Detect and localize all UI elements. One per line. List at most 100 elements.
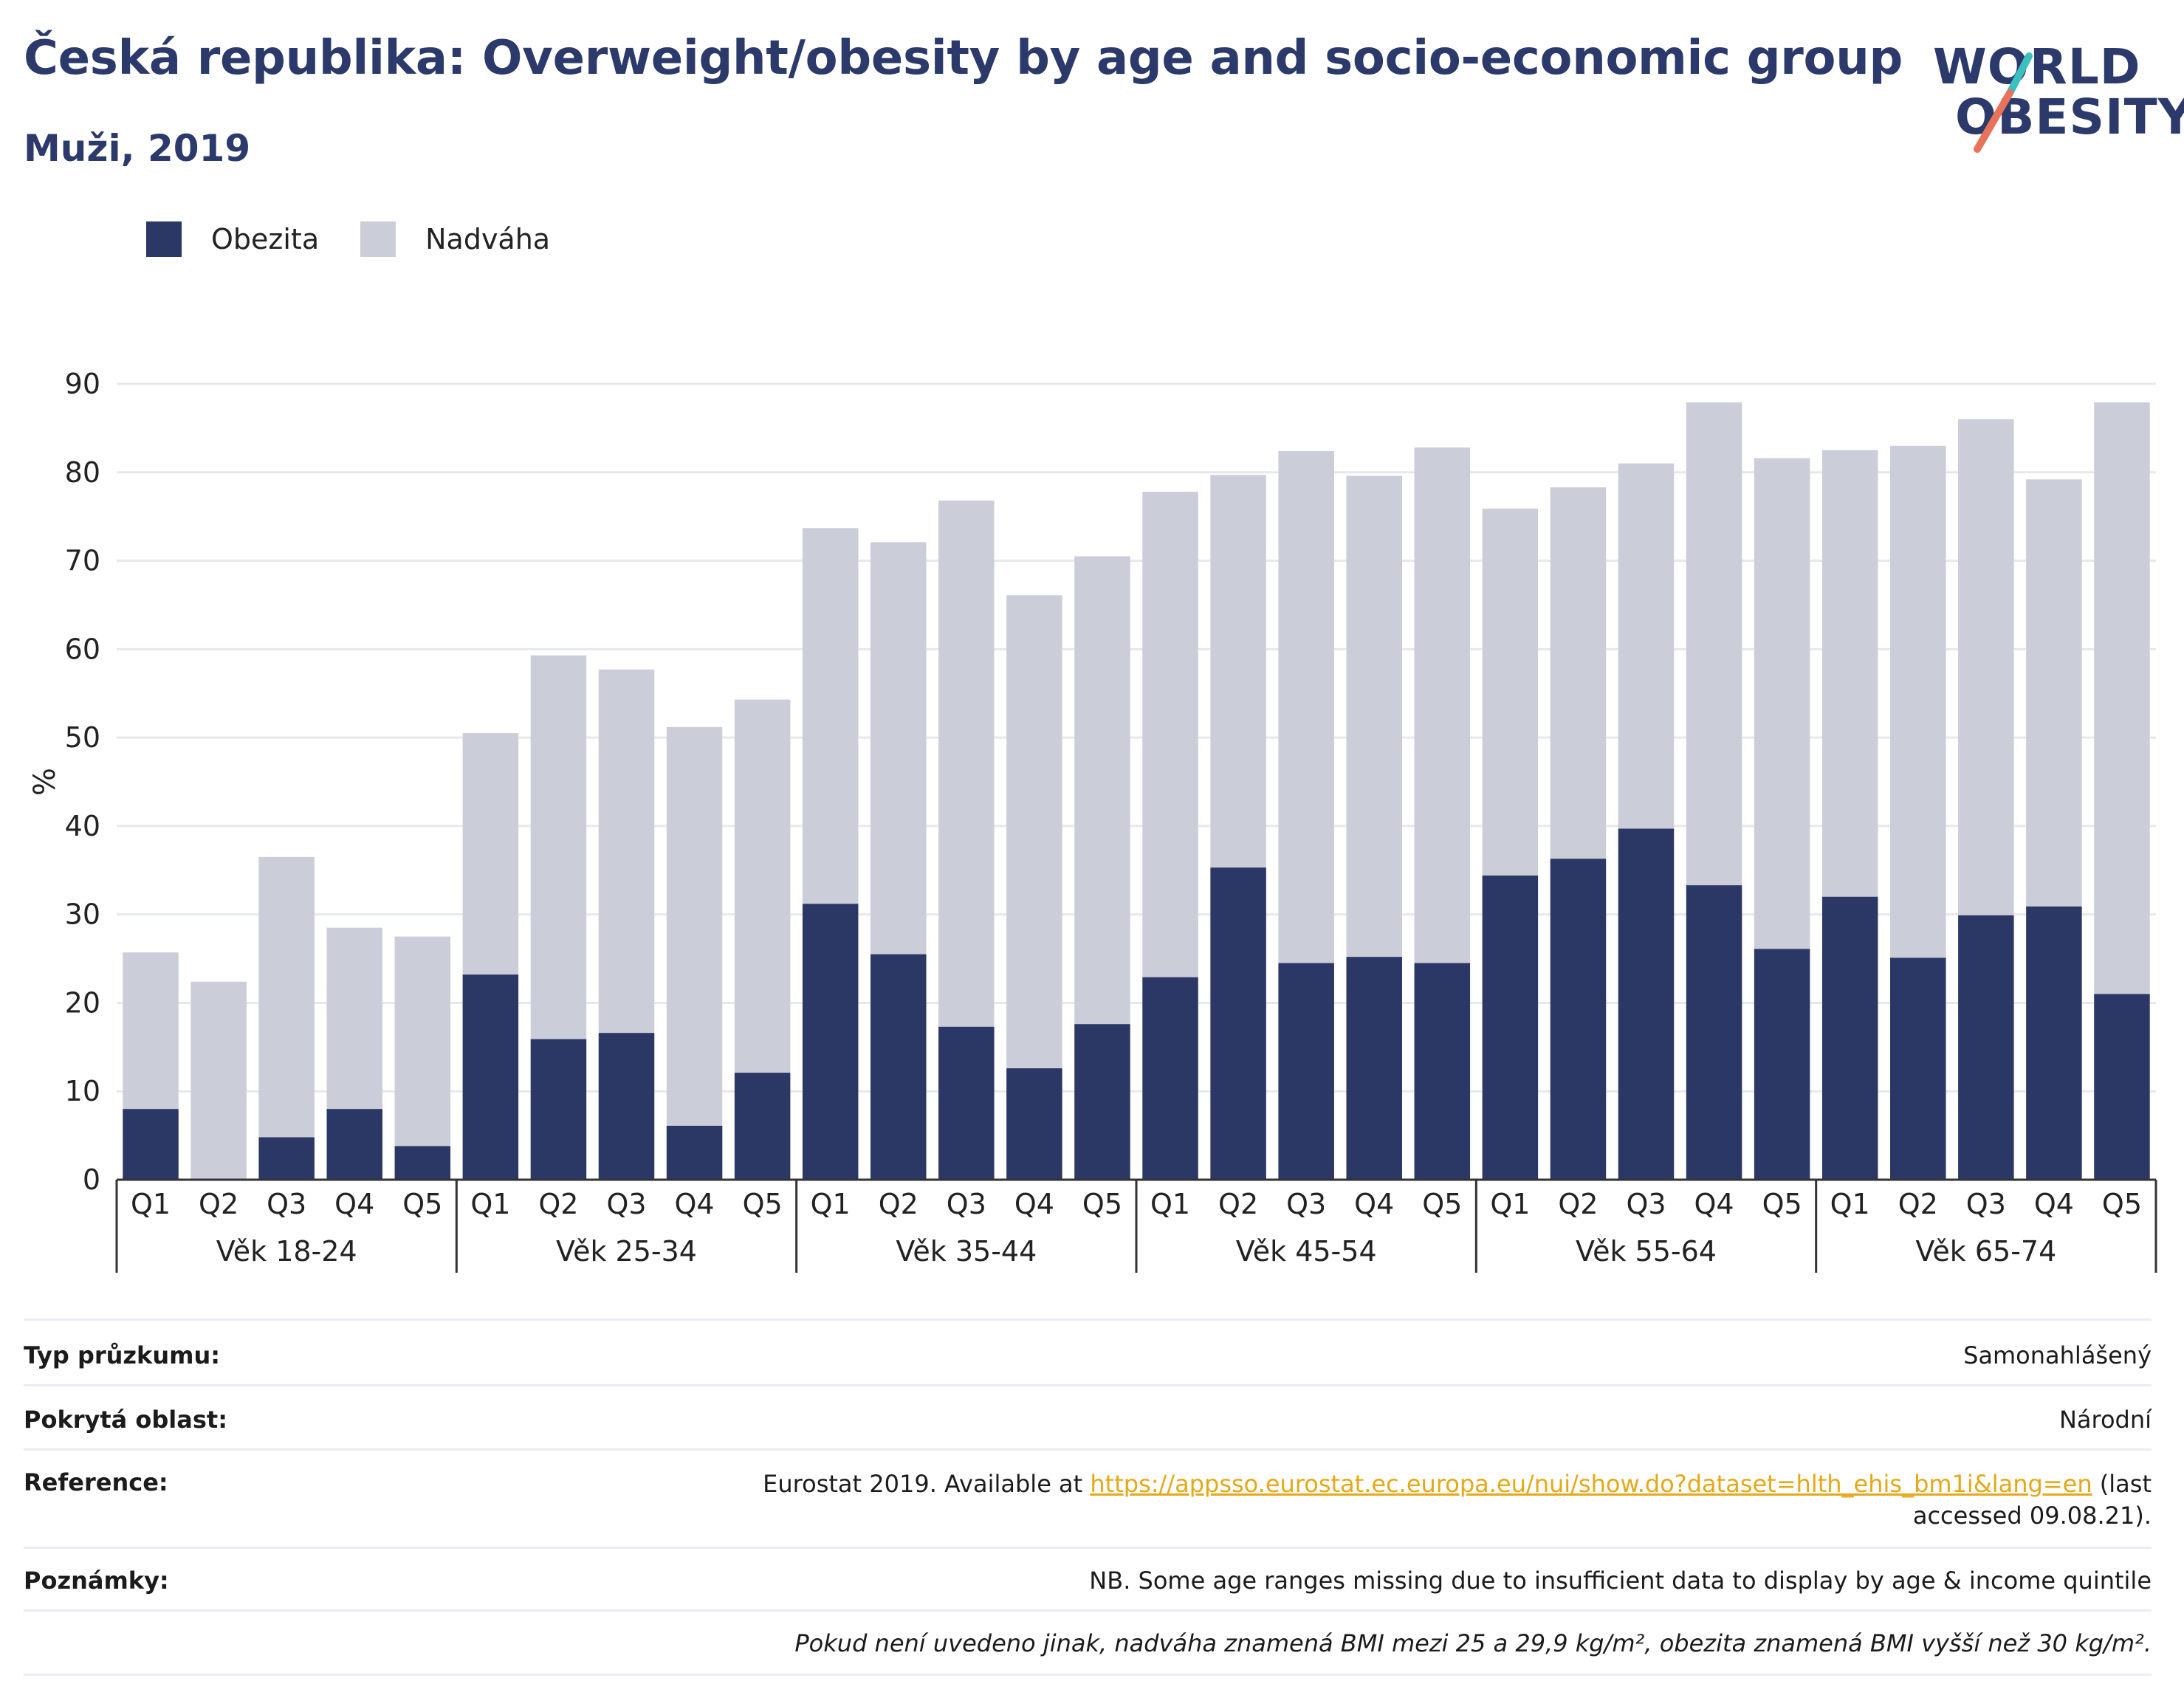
y-tick-label: 0 xyxy=(83,1163,100,1196)
bar-obesity xyxy=(326,1109,382,1180)
bar-overweight xyxy=(1006,595,1062,1069)
bar-obesity xyxy=(1414,963,1471,1180)
y-tick-label: 90 xyxy=(65,368,100,400)
info-val-coverage: Národní xyxy=(2058,1406,2152,1434)
x-tick-label-quintile: Q5 xyxy=(402,1188,442,1220)
legend-label-overweight: Nadváha xyxy=(425,223,551,255)
reference-link[interactable]: https://appsso.eurostat.ec.europa.eu/nui… xyxy=(1090,1470,2092,1498)
x-group-label: Věk 45-54 xyxy=(1236,1235,1377,1268)
y-tick-label: 60 xyxy=(65,633,100,665)
info-row-reference: Reference: Eurostat 2019. Available at h… xyxy=(24,1448,2152,1547)
x-tick-label-quintile: Q2 xyxy=(1558,1188,1598,1220)
bar-overweight xyxy=(1074,556,1130,1025)
bar-overweight xyxy=(326,927,382,1110)
bar-overweight xyxy=(2026,479,2082,907)
x-tick-label-quintile: Q5 xyxy=(743,1188,783,1220)
x-tick-label-quintile: Q5 xyxy=(2102,1188,2142,1220)
bar-obesity xyxy=(1754,949,1810,1180)
bar-overweight xyxy=(938,501,995,1027)
x-tick-label-quintile: Q2 xyxy=(1898,1188,1938,1220)
x-tick-label-quintile: Q5 xyxy=(1082,1188,1122,1220)
y-tick-label: 10 xyxy=(65,1075,100,1107)
bar-obesity xyxy=(1958,915,2014,1180)
info-val-reference: Eurostat 2019. Available at https://apps… xyxy=(763,1470,2152,1530)
info-val-notes: NB. Some age ranges missing due to insuf… xyxy=(1089,1567,2152,1595)
bar-overweight xyxy=(258,856,315,1138)
bar-overweight xyxy=(1958,419,2014,915)
info-key-survey-type: Typ průzkumu: xyxy=(24,1341,221,1369)
bar-overweight xyxy=(1482,508,1539,876)
bar-obesity xyxy=(1346,957,1402,1180)
x-tick-label-quintile: Q1 xyxy=(131,1188,171,1220)
info-key-notes: Poznámky: xyxy=(24,1567,169,1595)
chart-legend: Obezita Nadváha xyxy=(146,221,591,257)
y-tick-label: 30 xyxy=(65,898,100,931)
logo-slash-icon xyxy=(1974,52,2033,153)
info-val-survey-type: Samonahlášený xyxy=(1963,1341,2152,1369)
bar-overweight xyxy=(1414,447,1471,963)
legend-item-obesity[interactable]: Obezita xyxy=(146,221,319,257)
bar-obesity xyxy=(1618,828,1675,1180)
info-footnote: Pokud není uvedeno jinak, nadváha znamen… xyxy=(794,1629,2152,1658)
x-tick-label-quintile: Q1 xyxy=(811,1188,851,1220)
bar-overweight xyxy=(1142,492,1198,977)
bar-overweight xyxy=(1278,451,1334,963)
bar-obesity xyxy=(394,1146,451,1180)
x-tick-label-quintile: Q4 xyxy=(1354,1188,1394,1220)
bar-overweight xyxy=(802,528,859,904)
legend-swatch-overweight xyxy=(360,221,396,257)
bar-obesity xyxy=(1210,867,1266,1180)
bar-obesity xyxy=(1142,977,1198,1180)
bar-obesity xyxy=(1006,1068,1062,1180)
bar-overweight xyxy=(870,542,927,955)
bar-obesity xyxy=(1686,885,1742,1180)
bar-overweight xyxy=(190,981,247,1180)
bar-overweight xyxy=(1754,458,1810,949)
x-tick-label-quintile: Q4 xyxy=(1014,1188,1054,1220)
chart-subtitle: Muži, 2019 xyxy=(24,127,251,170)
x-group-label: Věk 55-64 xyxy=(1576,1235,1717,1268)
bar-overweight xyxy=(1890,445,1946,958)
x-tick-label-quintile: Q3 xyxy=(267,1188,306,1220)
bar-overweight xyxy=(394,936,451,1146)
x-tick-label-quintile: Q1 xyxy=(1490,1188,1530,1220)
bar-obesity xyxy=(1278,963,1334,1180)
x-tick-label-quintile: Q3 xyxy=(1286,1188,1326,1220)
x-tick-label-quintile: Q2 xyxy=(538,1188,578,1220)
y-tick-label: 80 xyxy=(65,456,100,489)
x-tick-label-quintile: Q4 xyxy=(334,1188,374,1220)
world-obesity-logo: WORLD OBESITY xyxy=(1920,32,2184,158)
chart-title: Česká republika: Overweight/obesity by a… xyxy=(24,31,1903,86)
x-tick-label-quintile: Q3 xyxy=(606,1188,646,1220)
bar-obesity xyxy=(938,1026,995,1180)
bar-overweight xyxy=(1618,463,1675,829)
x-tick-label-quintile: Q4 xyxy=(2034,1188,2074,1220)
x-group-label: Věk 65-74 xyxy=(1915,1235,2056,1268)
bar-obesity xyxy=(802,904,859,1180)
y-tick-label: 70 xyxy=(65,545,100,577)
bar-overweight xyxy=(530,655,587,1039)
bar-obesity xyxy=(1550,859,1607,1180)
bar-obesity xyxy=(123,1109,179,1180)
info-row-survey-type: Typ průzkumu: Samonahlášený xyxy=(24,1318,2152,1384)
bar-obesity xyxy=(1890,957,1946,1180)
bar-obesity xyxy=(666,1125,723,1180)
bar-overweight xyxy=(2094,402,2150,994)
y-axis-label: % xyxy=(28,768,62,796)
bar-obesity xyxy=(1482,875,1539,1180)
info-row-footnote: Pokud není uvedeno jinak, nadváha znamen… xyxy=(24,1609,2152,1677)
bar-overweight xyxy=(123,952,179,1110)
bar-overweight xyxy=(1686,402,1742,886)
bar-overweight xyxy=(1821,450,1878,897)
x-tick-label-quintile: Q1 xyxy=(1150,1188,1190,1220)
bar-chart: 0 10 20 30 40 50 60 70 80 90% Q1 Q2 Q3 Q4 Q5 Q1 Q2 Q3 Q4 Q5… xyxy=(28,368,2157,1273)
x-tick-label-quintile: Q1 xyxy=(1830,1188,1870,1220)
y-tick-label: 50 xyxy=(65,721,100,754)
info-row-notes: Poznámky: NB. Some age ranges missing du… xyxy=(24,1547,2152,1609)
x-tick-label-quintile: Q3 xyxy=(947,1188,986,1220)
legend-item-overweight[interactable]: Nadváha xyxy=(360,221,550,257)
info-key-reference: Reference: xyxy=(24,1468,168,1496)
legend-swatch-obesity xyxy=(146,221,182,257)
info-row-coverage: Pokrytá oblast: Národní xyxy=(24,1384,2152,1448)
bar-obesity xyxy=(870,954,927,1180)
